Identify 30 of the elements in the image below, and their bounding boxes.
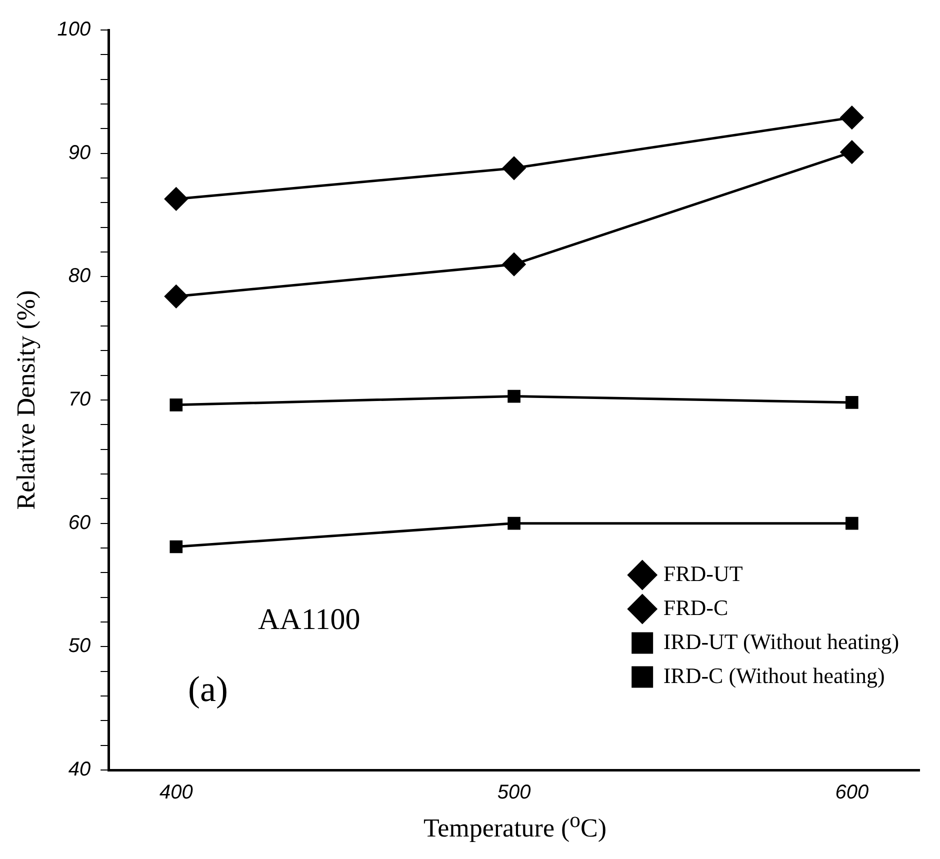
annotation: (a)	[188, 668, 228, 710]
point	[170, 398, 183, 412]
y-tick-label: 50	[68, 635, 91, 658]
legend-label: FRD-UT	[663, 560, 744, 586]
point	[164, 284, 188, 308]
point	[846, 396, 858, 409]
legend-label: IRD-UT (Without heating)	[663, 628, 900, 654]
point	[170, 540, 183, 554]
point	[502, 156, 526, 180]
y-tick-label: 40	[68, 758, 91, 781]
y-tick-label: 70	[68, 388, 91, 411]
point	[846, 516, 858, 530]
x-tick-label: 500	[497, 782, 531, 804]
point	[508, 390, 520, 403]
point	[840, 140, 864, 164]
x-tick-label: 600	[835, 782, 869, 804]
point	[164, 187, 188, 211]
y-axis-title: Relative Density (%)	[11, 290, 40, 510]
legend-label: FRD-C	[663, 594, 728, 620]
point	[508, 516, 520, 530]
point	[840, 106, 864, 130]
annotation: AA1100	[258, 603, 360, 637]
x-tick-label: 400	[159, 782, 193, 804]
point	[502, 252, 526, 276]
legend-label: IRD-C (Without heating)	[663, 662, 885, 688]
x-axis-title: Temperature ($^{o}$C)	[422, 808, 608, 844]
y-tick-label: 80	[68, 265, 91, 288]
y-tick-label: 60	[68, 512, 91, 534]
y-tick-label: 90	[68, 142, 91, 164]
y-tick-label: 100	[57, 18, 91, 41]
